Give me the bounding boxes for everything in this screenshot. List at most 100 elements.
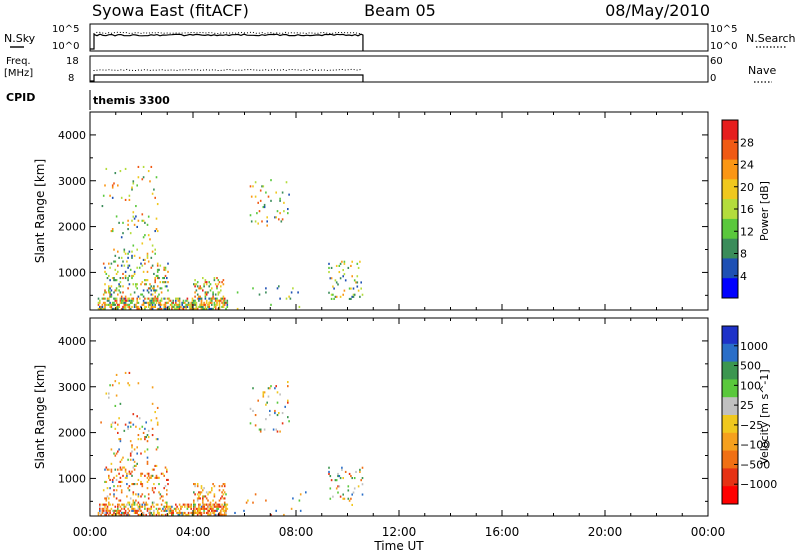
range-cell xyxy=(115,509,118,512)
range-cell xyxy=(113,511,115,514)
range-cell xyxy=(108,262,110,265)
range-cell xyxy=(106,495,109,498)
range-cell xyxy=(168,305,171,308)
range-cell xyxy=(202,303,204,306)
range-cell xyxy=(181,511,183,514)
range-cell xyxy=(151,474,154,477)
range-cell xyxy=(250,220,253,223)
range-cell xyxy=(262,391,265,394)
range-cell xyxy=(254,195,257,198)
range-cell xyxy=(213,493,216,496)
nsky-series-line xyxy=(90,33,364,51)
range-cell xyxy=(101,509,104,512)
range-cell xyxy=(146,289,149,292)
range-cell xyxy=(178,307,181,310)
range-cell xyxy=(258,428,261,431)
range-cell xyxy=(133,254,136,257)
range-cell xyxy=(359,470,361,473)
range-cell xyxy=(177,307,180,310)
range-cell xyxy=(158,301,160,304)
range-cell xyxy=(122,221,124,224)
range-cell xyxy=(168,509,171,512)
range-cell xyxy=(353,487,356,490)
range-cell xyxy=(155,474,158,477)
colorbar-tick-label: 28 xyxy=(740,136,754,149)
range-cell xyxy=(118,438,120,441)
range-cell xyxy=(122,503,124,506)
range-cell xyxy=(108,285,110,288)
range-cell xyxy=(213,279,216,282)
range-cell xyxy=(153,305,155,308)
range-cell xyxy=(108,289,110,292)
range-cell xyxy=(254,493,257,496)
range-cell xyxy=(176,297,178,300)
range-cell xyxy=(106,505,109,508)
colorbar-segment xyxy=(722,343,738,363)
range-cell xyxy=(254,181,257,184)
range-cell xyxy=(131,474,133,477)
range-cell xyxy=(127,264,129,267)
range-cell xyxy=(217,291,220,294)
range-cell xyxy=(193,509,195,512)
range-cell xyxy=(216,277,218,280)
range-cell xyxy=(150,419,153,422)
range-cell xyxy=(105,507,108,510)
colorbar-segment xyxy=(722,278,738,299)
range-cell xyxy=(151,192,154,195)
range-cell xyxy=(147,474,150,477)
range-cell xyxy=(137,493,140,496)
range-cell xyxy=(117,270,119,273)
range-cell xyxy=(106,507,109,510)
range-cell xyxy=(158,476,160,479)
colorbar-segment xyxy=(722,238,738,259)
range-cell xyxy=(167,270,169,273)
range-cell xyxy=(104,480,106,483)
range-cell xyxy=(154,277,156,280)
range-cell xyxy=(223,303,226,306)
range-cell xyxy=(132,499,135,502)
range-cell xyxy=(214,283,217,286)
range-cell xyxy=(213,509,216,512)
range-cell xyxy=(285,181,288,184)
range-cell xyxy=(136,452,138,455)
range-cell xyxy=(198,497,200,500)
range-cell xyxy=(131,186,133,189)
range-cell xyxy=(127,297,129,300)
range-cell xyxy=(337,475,339,478)
range-cell xyxy=(225,507,227,510)
range-cell xyxy=(131,301,133,304)
range-cell xyxy=(196,507,199,510)
range-cell xyxy=(113,303,115,306)
range-cell xyxy=(109,511,111,514)
range-cell xyxy=(124,274,127,277)
range-cell xyxy=(156,307,159,310)
range-cell xyxy=(136,483,138,486)
range-cell xyxy=(205,491,208,494)
range-cell xyxy=(104,468,106,471)
range-cell xyxy=(108,396,110,399)
range-cell xyxy=(259,189,262,192)
range-cell xyxy=(105,392,108,395)
range-cell xyxy=(111,478,114,481)
range-cell xyxy=(137,513,140,516)
range-cell xyxy=(151,434,154,437)
range-cell xyxy=(220,299,222,302)
range-cell xyxy=(209,491,212,494)
range-cell xyxy=(117,250,119,253)
range-cell xyxy=(163,303,165,306)
nsearch-series-line xyxy=(93,31,362,35)
range-cell xyxy=(131,446,133,449)
range-cell xyxy=(200,297,203,300)
range-cell xyxy=(166,509,168,512)
range-cell xyxy=(117,293,119,296)
range-cell xyxy=(160,509,163,512)
range-cell xyxy=(199,287,201,290)
range-cell xyxy=(339,277,342,280)
range-cell xyxy=(142,219,145,222)
range-cell xyxy=(205,291,208,294)
range-cell xyxy=(128,509,131,512)
range-cell xyxy=(137,382,140,385)
range-cell xyxy=(287,385,289,388)
range-cell xyxy=(203,301,205,304)
range-cell xyxy=(276,401,279,404)
